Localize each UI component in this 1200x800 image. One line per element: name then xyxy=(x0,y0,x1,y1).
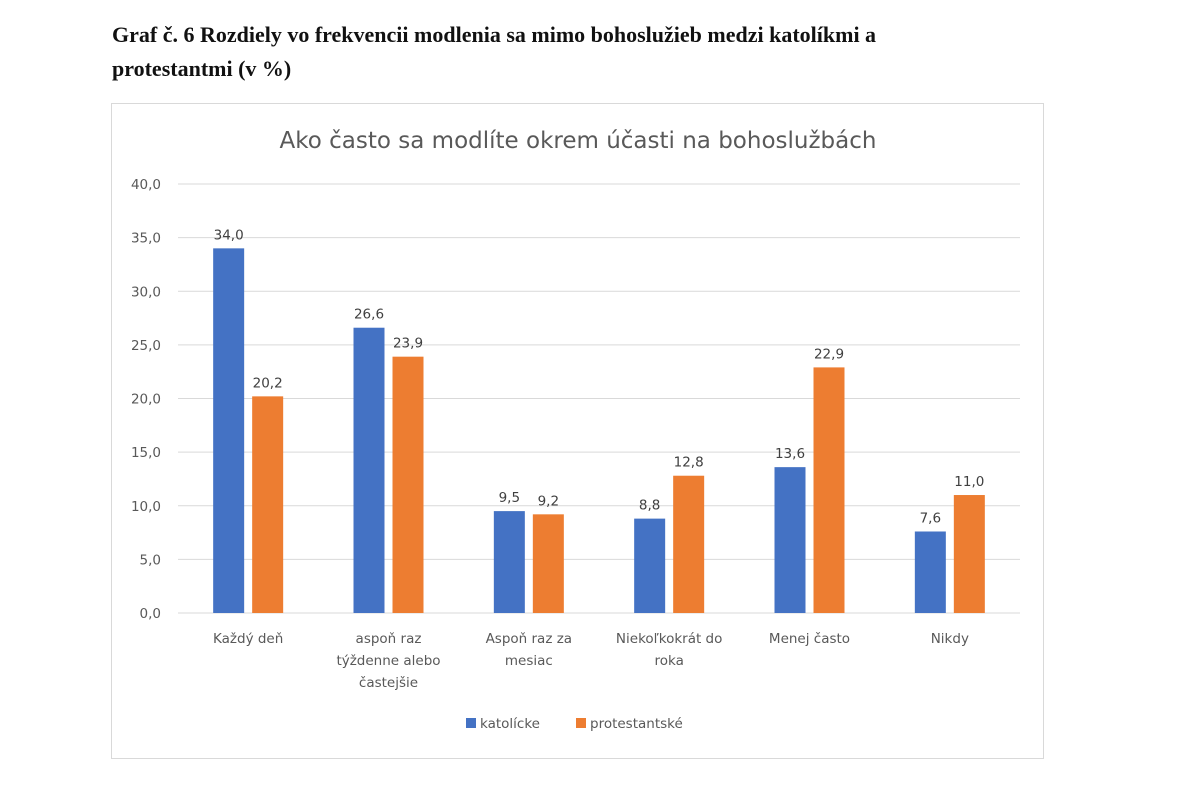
legend: katolícke protestantské xyxy=(466,716,683,732)
data-label: 20,2 xyxy=(253,375,283,391)
bar-katolicke xyxy=(634,518,666,613)
bars xyxy=(213,248,985,613)
figure-caption-line-1: Graf č. 6 Rozdiely vo frekvencii modleni… xyxy=(112,22,877,47)
data-label: 9,5 xyxy=(499,490,520,506)
data-label: 12,8 xyxy=(674,455,704,471)
bar-katolicke xyxy=(774,467,806,613)
y-tick-label: 5,0 xyxy=(140,552,161,568)
x-axis-categories: Každý deň aspoň raz týždenne alebo častejši… xyxy=(213,631,969,691)
data-label: 7,6 xyxy=(920,510,941,526)
x-category-label: Každý deň xyxy=(213,631,283,647)
x-category-label-line: Niekoľkokrát do xyxy=(616,631,722,647)
data-label: 26,6 xyxy=(354,307,384,323)
legend-item: katolícke xyxy=(466,716,540,732)
bar-katolicke xyxy=(493,511,525,613)
y-tick-label: 35,0 xyxy=(131,231,161,247)
gridlines xyxy=(178,183,1020,614)
x-category-label-line: týždenne alebo xyxy=(336,653,440,669)
legend-label: protestantské xyxy=(590,716,683,732)
legend-swatch xyxy=(466,718,476,728)
y-tick-label: 30,0 xyxy=(131,284,161,300)
bar-katolicke xyxy=(213,248,245,613)
x-category-label: aspoň raz týždenne alebo častejšie xyxy=(336,631,440,691)
bar-katolicke xyxy=(914,531,946,613)
x-category-label: Menej často xyxy=(769,631,850,647)
legend-item: protestantské xyxy=(576,716,683,732)
bar-protestantske xyxy=(252,396,284,613)
y-tick-label: 15,0 xyxy=(131,445,161,461)
bar-protestantske xyxy=(673,475,705,613)
x-category-label-line: roka xyxy=(654,653,683,669)
bar-protestantske xyxy=(392,356,424,613)
bar-protestantske xyxy=(813,367,845,613)
y-tick-label: 0,0 xyxy=(140,606,161,622)
x-category-label-line: Aspoň raz za xyxy=(486,631,573,647)
data-label: 8,8 xyxy=(639,498,660,514)
bar-protestantske xyxy=(953,495,985,613)
x-category-label-line: Menej často xyxy=(769,631,850,647)
data-label: 22,9 xyxy=(814,346,844,362)
x-category-label: Aspoň raz za mesiac xyxy=(486,631,573,669)
data-label: 34,0 xyxy=(214,227,244,243)
data-labels: 34,0 20,2 26,6 23,9 9,5 9,2 8,8 12,8 13,6 22,9 7,6… xyxy=(214,227,985,526)
y-tick-label: 40,0 xyxy=(131,177,161,193)
x-category-label-line: Každý deň xyxy=(213,631,283,647)
y-tick-label: 25,0 xyxy=(131,338,161,354)
x-category-label-line: aspoň raz xyxy=(356,631,422,647)
chart-title: Ako často sa modlíte okrem účasti na boh… xyxy=(280,128,877,154)
x-category-label-line: mesiac xyxy=(505,653,553,669)
bar-protestantske xyxy=(532,514,564,613)
legend-swatch xyxy=(576,718,586,728)
figure-caption-line-2: protestantmi (v %) xyxy=(112,56,292,81)
y-tick-label: 20,0 xyxy=(131,392,161,408)
x-category-label-line: častejšie xyxy=(359,675,418,691)
y-tick-label: 10,0 xyxy=(131,499,161,515)
legend-label: katolícke xyxy=(480,716,540,732)
bar-katolicke xyxy=(353,327,385,613)
figure-caption: Graf č. 6 Rozdiely vo frekvencii modleni… xyxy=(112,18,1052,86)
data-label: 13,6 xyxy=(775,446,805,462)
data-label: 23,9 xyxy=(393,336,423,352)
data-label: 9,2 xyxy=(538,493,559,509)
x-category-label: Nikdy xyxy=(931,631,969,647)
y-axis-ticks: 0,0 5,0 10,0 15,0 20,0 25,0 30,0 35,0 40,0 xyxy=(131,177,161,622)
x-category-label: Niekoľkokrát do roka xyxy=(616,631,722,669)
x-category-label-line: Nikdy xyxy=(931,631,969,647)
data-label: 11,0 xyxy=(954,474,984,490)
